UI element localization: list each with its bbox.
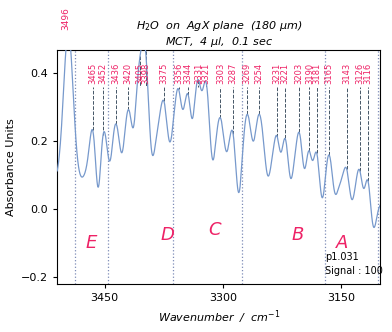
Text: 3420: 3420 — [124, 62, 133, 84]
Text: 3143: 3143 — [342, 62, 351, 84]
Y-axis label: Absorbance Units: Absorbance Units — [5, 118, 16, 216]
Text: 3496: 3496 — [62, 7, 71, 30]
Text: 3356: 3356 — [174, 62, 183, 84]
Text: D: D — [161, 226, 174, 244]
Text: 3254: 3254 — [254, 62, 263, 84]
Text: E: E — [85, 234, 97, 252]
Text: 3344: 3344 — [183, 62, 192, 84]
Text: 3269: 3269 — [243, 62, 252, 84]
Text: 3405: 3405 — [136, 62, 145, 84]
X-axis label: Wavenumber  /  cm$^{-1}$: Wavenumber / cm$^{-1}$ — [158, 309, 280, 326]
Text: A: A — [336, 234, 349, 252]
Text: 3221: 3221 — [281, 62, 290, 84]
Text: 3465: 3465 — [88, 62, 97, 84]
Text: 3116: 3116 — [363, 62, 372, 84]
Text: 3452: 3452 — [98, 62, 107, 84]
Text: 3231: 3231 — [273, 62, 282, 84]
Text: 3165: 3165 — [325, 62, 334, 84]
Title: $H_2O$  on  AgX plane  (180 $\mu$m)
MCT,  4 $\mu$l,  0.1 sec: $H_2O$ on AgX plane (180 $\mu$m) MCT, 4 … — [136, 19, 302, 49]
Text: C: C — [209, 221, 221, 239]
Text: 3190: 3190 — [305, 62, 314, 84]
Text: 3126: 3126 — [356, 62, 365, 84]
Text: 3436: 3436 — [111, 62, 120, 84]
Text: B: B — [292, 226, 304, 244]
Text: p1.031: p1.031 — [325, 252, 359, 262]
Text: 3398: 3398 — [141, 62, 150, 84]
Text: 3287: 3287 — [229, 62, 238, 84]
Text: 3321: 3321 — [202, 62, 211, 84]
Text: Signal : 100: Signal : 100 — [325, 266, 383, 276]
Text: 3331: 3331 — [194, 62, 203, 84]
Text: 3181: 3181 — [312, 62, 321, 84]
Text: 3203: 3203 — [295, 62, 304, 84]
Text: 3303: 3303 — [216, 62, 225, 84]
Text: 3375: 3375 — [159, 62, 168, 84]
